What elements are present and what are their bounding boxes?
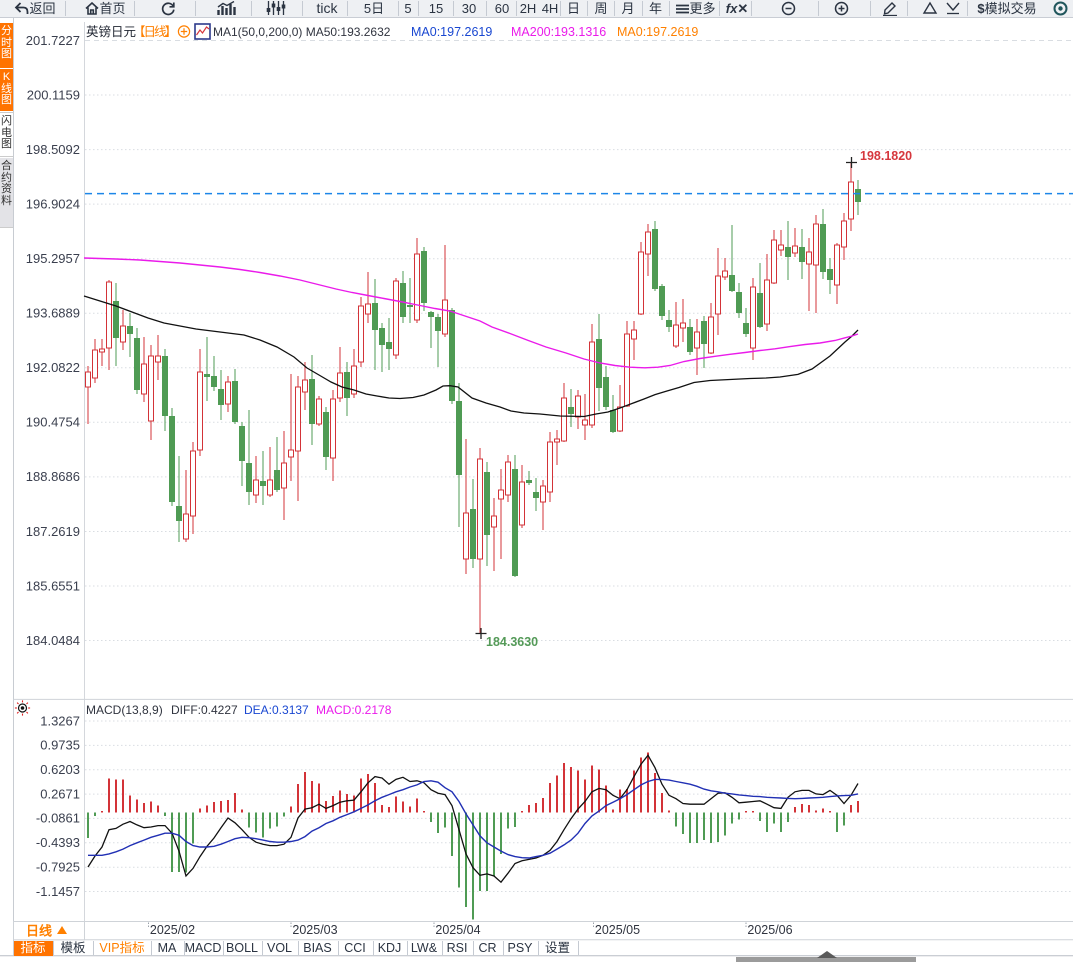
svg-text:188.8686: 188.8686 [26, 469, 80, 484]
svg-text:MA200:193.1316: MA200:193.1316 [511, 25, 606, 39]
svg-text:196.9024: 196.9024 [26, 196, 80, 211]
svg-text:2025/05: 2025/05 [595, 923, 640, 937]
svg-text:198.5092: 198.5092 [26, 142, 80, 157]
svg-text:198.1820: 198.1820 [860, 149, 912, 163]
svg-text:-1.1457: -1.1457 [36, 884, 80, 899]
svg-text:-0.4393: -0.4393 [36, 835, 80, 850]
svg-text:192.0822: 192.0822 [26, 360, 80, 375]
svg-text:DEA:0.3137: DEA:0.3137 [244, 703, 309, 717]
svg-text:日线: 日线 [26, 924, 52, 939]
svg-text:2025/04: 2025/04 [435, 923, 480, 937]
svg-text:-0.7925: -0.7925 [36, 860, 80, 875]
svg-text:185.6551: 185.6551 [26, 578, 80, 593]
svg-text:MA0:197.2619: MA0:197.2619 [411, 25, 492, 39]
svg-text:1.3267: 1.3267 [40, 713, 80, 728]
svg-text:187.2619: 187.2619 [26, 524, 80, 539]
svg-text:【日线】: 【日线】 [133, 25, 175, 39]
svg-text:2025/06: 2025/06 [747, 923, 792, 937]
svg-text:193.6889: 193.6889 [26, 306, 80, 321]
svg-text:200.1159: 200.1159 [27, 87, 80, 102]
svg-text:0.6203: 0.6203 [40, 762, 80, 777]
svg-text:0.9735: 0.9735 [40, 738, 80, 753]
svg-text:MA1(50,0,200,0) MA50:193.2632: MA1(50,0,200,0) MA50:193.2632 [213, 25, 391, 39]
svg-text:184.3630: 184.3630 [486, 635, 538, 649]
svg-text:-0.0861: -0.0861 [36, 811, 80, 826]
svg-text:184.0484: 184.0484 [26, 633, 80, 648]
svg-text:2025/02: 2025/02 [150, 923, 195, 937]
svg-text:MACD:0.2178: MACD:0.2178 [316, 703, 392, 717]
svg-text:MA0:197.2619: MA0:197.2619 [617, 25, 698, 39]
svg-text:DIFF:0.4227: DIFF:0.4227 [171, 703, 238, 717]
svg-text:201.7227: 201.7227 [26, 33, 80, 48]
svg-text:0.2671: 0.2671 [40, 786, 80, 801]
svg-text:190.4754: 190.4754 [26, 415, 80, 430]
svg-text:195.2957: 195.2957 [26, 251, 80, 266]
svg-text:MACD(13,8,9): MACD(13,8,9) [86, 703, 163, 717]
svg-text:2025/03: 2025/03 [292, 923, 337, 937]
svg-text:英镑日元: 英镑日元 [86, 24, 136, 39]
